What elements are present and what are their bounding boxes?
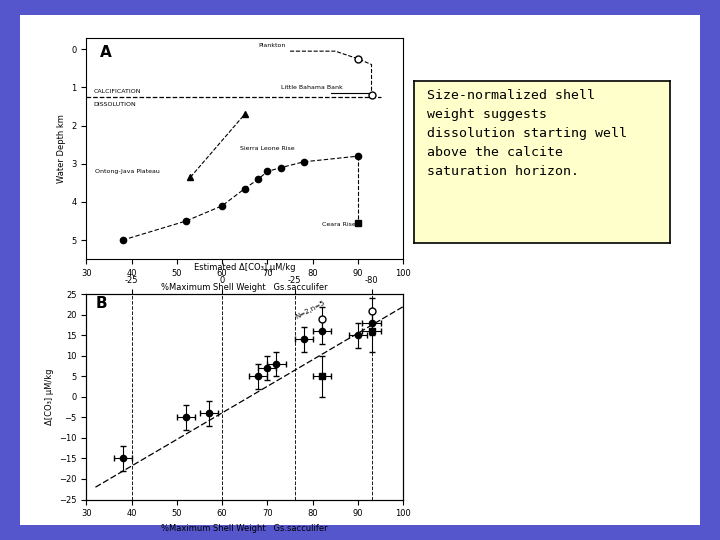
Text: Little Bahama Bank: Little Bahama Bank (281, 85, 343, 90)
X-axis label: %Maximum Shell Weight   Gs.sacculifer: %Maximum Shell Weight Gs.sacculifer (161, 524, 328, 533)
Text: Size-normalized shell
weight suggests
dissolution starting well
above the calcit: Size-normalized shell weight suggests di… (427, 89, 627, 178)
Y-axis label: Δ[CO₃] μM/kg: Δ[CO₃] μM/kg (45, 369, 53, 425)
Text: N=2,n=5: N=2,n=5 (294, 299, 326, 320)
Text: DISSOLUTION: DISSOLUTION (93, 102, 136, 106)
X-axis label: %Maximum Shell Weight   Gs.sacculifer: %Maximum Shell Weight Gs.sacculifer (161, 284, 328, 293)
X-axis label: Estimated Δ[CO₃] μM/kg: Estimated Δ[CO₃] μM/kg (194, 263, 295, 272)
Text: Sierra Leone Rise: Sierra Leone Rise (240, 146, 295, 151)
Text: CALCIFICATION: CALCIFICATION (93, 89, 140, 94)
Text: Ontong-Java Plateau: Ontong-Java Plateau (96, 170, 161, 174)
Text: Ceara Rise: Ceara Rise (322, 221, 356, 227)
Text: A: A (100, 45, 112, 60)
Text: B: B (96, 296, 107, 312)
Y-axis label: Water Depth km: Water Depth km (57, 114, 66, 183)
Text: Plankton: Plankton (258, 43, 286, 49)
